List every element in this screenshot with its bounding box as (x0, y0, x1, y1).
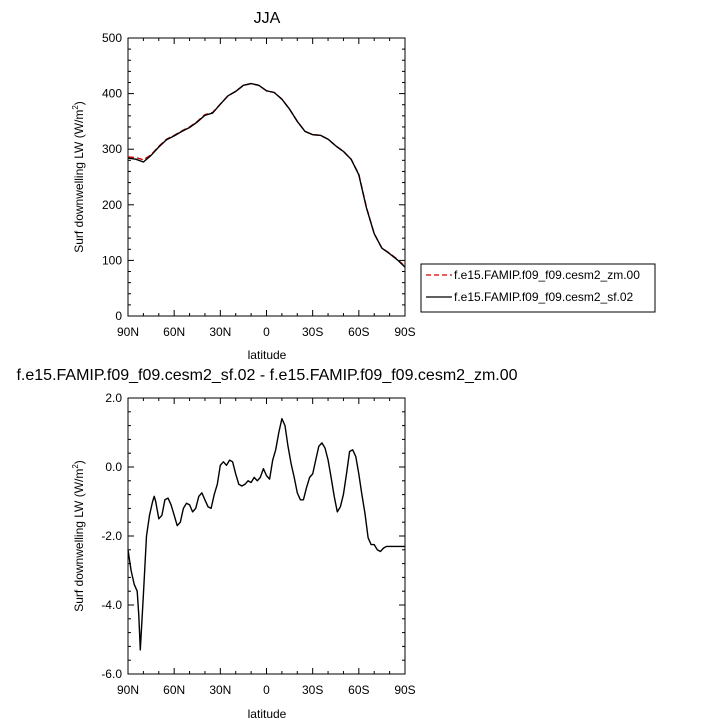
top-x-axis-label: latitude (248, 348, 287, 362)
series-line-control (127, 82, 406, 268)
top-axis-ticks (127, 37, 406, 317)
y-tick-label: 200 (102, 198, 122, 212)
legend-label-control: f.e15.FAMIP.f09_f09.cesm2_zm.00 (454, 268, 640, 282)
x-tick-label: 90N (117, 683, 139, 697)
y-tick-label: -2.0 (101, 529, 122, 543)
y-tick-label: 400 (102, 87, 122, 101)
x-tick-label: 60N (163, 683, 185, 697)
legend-box (420, 263, 656, 313)
series-line-difference (127, 418, 405, 651)
y-tick-label: 2.0 (105, 391, 122, 405)
x-tick-label: 60S (348, 683, 369, 697)
bottom-y-axis-label: Surf downwelling LW (W/m2) (71, 460, 86, 612)
top-series-lines (127, 82, 406, 268)
bottom-y-axis-label-close: ) (72, 460, 86, 464)
legend: f.e15.FAMIP.f09_f09.cesm2_zm.00 f.e15.FA… (420, 263, 656, 313)
x-tick-label: 60N (163, 325, 185, 339)
x-tick-label: 0 (263, 683, 270, 697)
bottom-axis-ticks (127, 397, 406, 675)
bottom-plot-frame (127, 397, 406, 675)
bottom-series-lines (127, 418, 405, 651)
x-tick-label: 30S (302, 325, 323, 339)
top-y-axis-label-superscript: 2 (71, 105, 80, 110)
top-plot-frame (127, 37, 406, 317)
bottom-y-axis-label-main: Surf downwelling LW (W/m (72, 469, 86, 612)
x-tick-label: 90S (394, 683, 415, 697)
x-tick-label: 30S (302, 683, 323, 697)
y-tick-label: -6.0 (101, 667, 122, 681)
y-tick-label: -4.0 (101, 598, 122, 612)
top-x-tick-labels: 90N 60N 30N 0 30S 60S 90S (117, 325, 416, 339)
y-tick-label: 0 (115, 309, 122, 323)
x-tick-label: 60S (348, 325, 369, 339)
top-y-axis-label: Surf downwelling LW (W/m2) (71, 101, 86, 253)
bottom-y-axis-label-superscript: 2 (71, 464, 80, 469)
legend-label-test: f.e15.FAMIP.f09_f09.cesm2_sf.02 (454, 290, 634, 304)
top-y-axis-label-main: Surf downwelling LW (W/m (72, 110, 86, 253)
top-panel: JJA 0 100 200 300 400 500 90N 60N 30N 0 30S 60S 90S… (71, 10, 656, 362)
x-tick-label: 30N (209, 325, 231, 339)
top-y-axis-label-close: ) (72, 101, 86, 105)
top-chart-title: JJA (254, 10, 281, 27)
bottom-panel: f.e15.FAMIP.f09_f09.cesm2_sf.02 - f.e15.… (16, 367, 517, 721)
x-tick-label: 0 (263, 325, 270, 339)
y-tick-label: 300 (102, 142, 122, 156)
bottom-x-tick-labels: 90N 60N 30N 0 30S 60S 90S (117, 683, 416, 697)
y-tick-label: 500 (102, 31, 122, 45)
x-tick-label: 90S (394, 325, 415, 339)
bottom-x-axis-label: latitude (248, 707, 287, 721)
x-tick-label: 90N (117, 325, 139, 339)
bottom-chart-title: f.e15.FAMIP.f09_f09.cesm2_sf.02 - f.e15.… (16, 367, 517, 384)
series-line-test (127, 82, 406, 268)
x-tick-label: 30N (209, 683, 231, 697)
bottom-y-tick-labels: -6.0 -4.0 -2.0 0.0 2.0 (101, 391, 122, 681)
top-y-tick-labels: 0 100 200 300 400 500 (102, 31, 122, 323)
y-tick-label: 100 (102, 253, 122, 267)
y-tick-label: 0.0 (105, 460, 122, 474)
